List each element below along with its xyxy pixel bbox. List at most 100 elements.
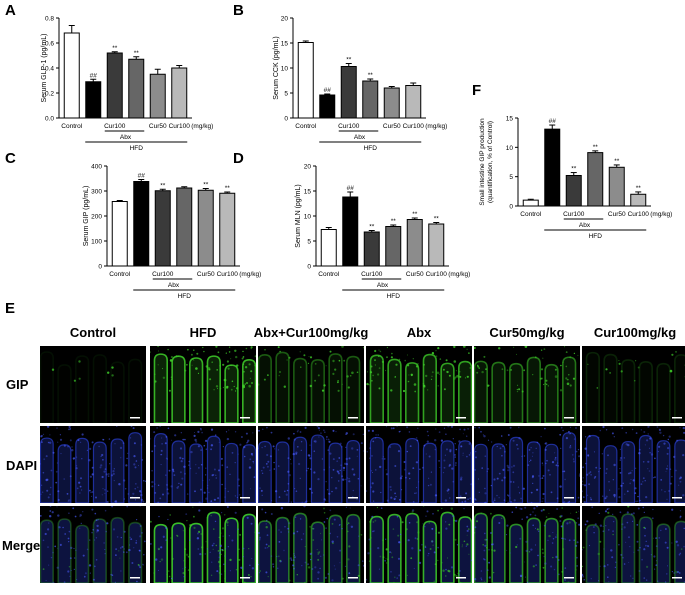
- x-label-hfd-b: HFD: [364, 145, 378, 152]
- sig-label-c-2: **: [160, 182, 166, 189]
- sig-label-b-1: ##: [324, 87, 332, 94]
- sig-label-d-2: **: [369, 224, 375, 231]
- micrograph-image: [258, 346, 364, 423]
- x-label-cur100b-d: Cur100: [426, 271, 448, 278]
- x-label-control-a: Control: [61, 123, 83, 130]
- sig-label-f-4: **: [614, 158, 620, 165]
- scale-bar: [130, 417, 140, 419]
- panel-label-f: F: [472, 82, 482, 99]
- micrograph-image: [366, 346, 472, 423]
- sig-label-f-5: **: [636, 185, 642, 192]
- micrograph-merge-3: [366, 506, 472, 583]
- bar-b-0: [297, 42, 314, 119]
- micrograph-image: [150, 346, 256, 423]
- micrograph-column-label: HFD: [189, 325, 217, 340]
- y-tick-label-d: 5: [307, 239, 311, 246]
- scale-bar: [672, 417, 682, 419]
- sig-label-f-2: **: [571, 166, 577, 173]
- sig-label-c-4: **: [203, 182, 209, 189]
- micrograph-image: [40, 351, 143, 423]
- bar-f-1: [544, 128, 561, 207]
- scale-bar: [240, 577, 250, 579]
- chart-d: 0 5 10 15 20 Serum MLN (pg/mL) ## ** ** ** ** Contr…: [295, 164, 470, 301]
- sig-label-a-3: **: [134, 50, 140, 57]
- bar-a-2: [106, 52, 123, 119]
- scale-bar: [130, 497, 140, 499]
- x-label-hfd-d: HFD: [387, 293, 401, 300]
- bar-a-0: [63, 32, 80, 119]
- x-label-cur50-f: Cur50: [608, 211, 626, 218]
- bar-f-3: [587, 152, 604, 207]
- bar-b-1: [319, 94, 336, 119]
- micrograph-dapi-4: [474, 426, 580, 503]
- chart-b: 0 5 10 15 20 Serum CCK (pg/mL) ## ** ** Control Cu…: [273, 16, 447, 153]
- bar-a-3: [128, 58, 145, 119]
- y-tick-label-a: 0.6: [45, 41, 54, 48]
- x-label-abx-b: Abx: [354, 134, 366, 141]
- x-label-abx-c: Abx: [168, 282, 180, 289]
- y-tick-label-c: 0: [98, 264, 102, 271]
- unit-label-f: (mg/kg): [650, 211, 672, 218]
- bar-c-1: [133, 181, 150, 267]
- y-tick-label-b: 5: [284, 91, 288, 98]
- y-tick-label-b: 10: [281, 66, 289, 73]
- micrograph-image: [258, 506, 364, 583]
- chart-c: 0 100 200 300 400 Serum GIP (pg/mL) ## ** ** ** Co…: [83, 164, 261, 301]
- bar-f-4: [608, 166, 625, 207]
- sig-label-b-2: **: [346, 57, 352, 64]
- bar-c-4: [197, 189, 214, 267]
- y-tick-label-f: 10: [506, 145, 514, 152]
- y-tick-label-f: 5: [509, 174, 513, 181]
- y-tick-label-f: 15: [506, 116, 514, 123]
- unit-label-c: (mg/kg): [239, 271, 261, 278]
- y-axis-label-f: (quantification, % of Control): [487, 121, 494, 203]
- micrograph-column-label: Cur50mg/kg: [489, 325, 565, 340]
- y-axis-label-f: Small intestine GIP production: [479, 118, 486, 206]
- x-label-abx-a: Abx: [120, 134, 132, 141]
- panel-label-e: E: [5, 300, 16, 317]
- x-label-hfd-a: HFD: [130, 145, 144, 152]
- micrograph-image: [582, 506, 685, 583]
- scale-bar: [456, 497, 466, 499]
- micrograph-merge-4: [474, 506, 580, 583]
- bar-d-5: [428, 223, 445, 267]
- x-label-cur100-b: Cur100: [338, 123, 360, 130]
- sig-label-c-5: **: [225, 185, 231, 192]
- micrograph-dapi-2: [258, 426, 364, 503]
- sig-label-d-5: **: [434, 216, 440, 223]
- micrograph-gip-1: [150, 346, 256, 423]
- scale-bar: [672, 497, 682, 499]
- sig-label-a-2: **: [112, 45, 118, 52]
- panel-label-c: C: [5, 150, 16, 167]
- bar-f-2: [565, 174, 582, 207]
- chart-f: 0 5 10 15 Small intestine GIP production (qua…: [479, 116, 672, 241]
- y-tick-label-a: 0.4: [45, 66, 54, 73]
- bar-c-5: [219, 192, 236, 267]
- x-label-cur100b-c: Cur100: [217, 271, 239, 278]
- unit-label-d: (mg/kg): [448, 271, 470, 278]
- micrograph-image: [40, 506, 146, 583]
- x-label-cur100-c: Cur100: [152, 271, 174, 278]
- x-label-control-d: Control: [318, 271, 340, 278]
- x-label-cur50-a: Cur50: [149, 123, 167, 130]
- micrograph-gip-4: [474, 346, 580, 423]
- micrograph-merge-5: [582, 506, 685, 583]
- sig-label-d-1: ##: [347, 185, 355, 192]
- bar-d-3: [385, 226, 402, 267]
- bar-a-5: [171, 67, 188, 119]
- x-label-abx-f: Abx: [579, 222, 591, 229]
- bar-d-0: [320, 229, 337, 267]
- micrograph-image: [582, 426, 685, 503]
- bar-a-1: [85, 81, 102, 119]
- micrograph-row-label: Merge: [2, 538, 41, 553]
- bar-charts: 0.0 0.2 0.4 0.6 0.8 Serum GLP-1 (pg/mL) ## ** **…: [41, 16, 672, 301]
- y-tick-label-b: 15: [281, 41, 289, 48]
- y-tick-label-d: 15: [304, 189, 312, 196]
- y-axis-label-b: Serum CCK (pg/mL): [273, 36, 280, 99]
- micrograph-gip-3: [366, 346, 472, 423]
- y-tick-label-b: 20: [281, 16, 289, 23]
- micrograph-gip-0: [40, 346, 146, 423]
- y-tick-label-d: 10: [304, 214, 312, 221]
- panel-label-d: D: [233, 150, 244, 167]
- micrograph-image: [150, 506, 256, 583]
